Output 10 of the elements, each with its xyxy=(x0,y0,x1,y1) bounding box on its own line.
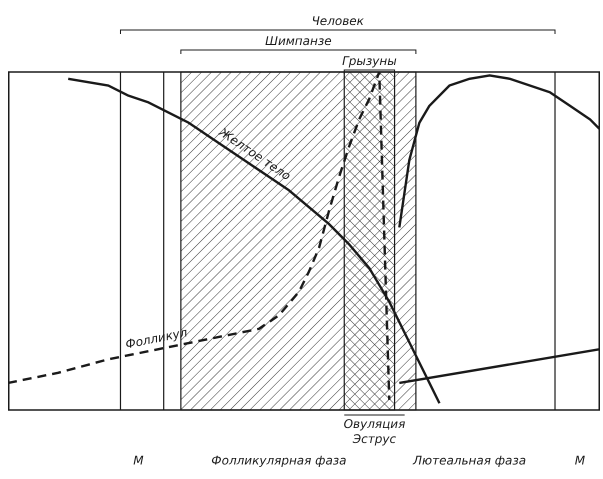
text: Овуляция xyxy=(344,417,406,431)
x-tick-label: Фолликулярная фаза xyxy=(211,454,347,468)
x-tick-label: Лютеальная фаза xyxy=(412,454,526,468)
text: Человек xyxy=(312,14,365,28)
x-tick-label: М xyxy=(133,454,144,468)
x-tick-label: М xyxy=(574,454,586,468)
text: Фолликул xyxy=(124,325,189,352)
text: Эструс xyxy=(352,432,396,446)
text: Шимпанзе xyxy=(265,34,332,48)
text: Грызуны xyxy=(342,54,397,68)
